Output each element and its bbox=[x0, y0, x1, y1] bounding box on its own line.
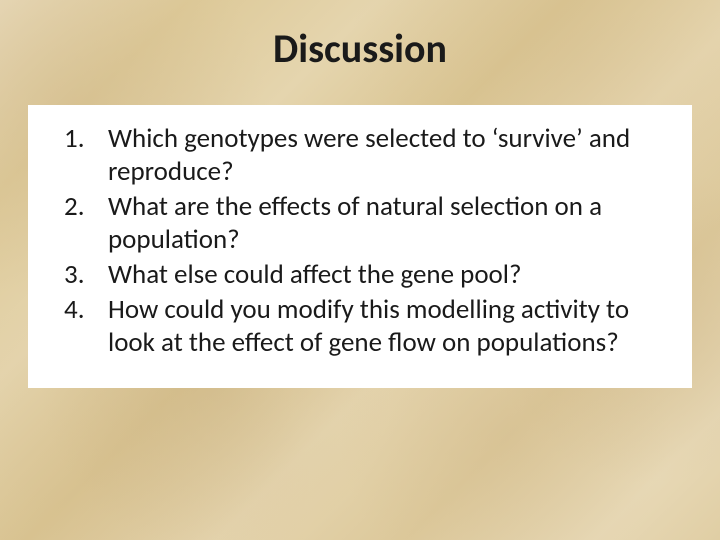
content-box: Which genotypes were selected to ‘surviv… bbox=[28, 105, 692, 388]
slide-container: Discussion Which genotypes were selected… bbox=[0, 0, 720, 540]
list-item: What are the effects of natural selectio… bbox=[64, 191, 656, 257]
list-item: How could you modify this modelling acti… bbox=[64, 294, 656, 360]
question-list: Which genotypes were selected to ‘surviv… bbox=[64, 123, 656, 360]
slide-title: Discussion bbox=[0, 0, 720, 105]
list-item: Which genotypes were selected to ‘surviv… bbox=[64, 123, 656, 189]
list-item: What else could affect the gene pool? bbox=[64, 259, 656, 292]
